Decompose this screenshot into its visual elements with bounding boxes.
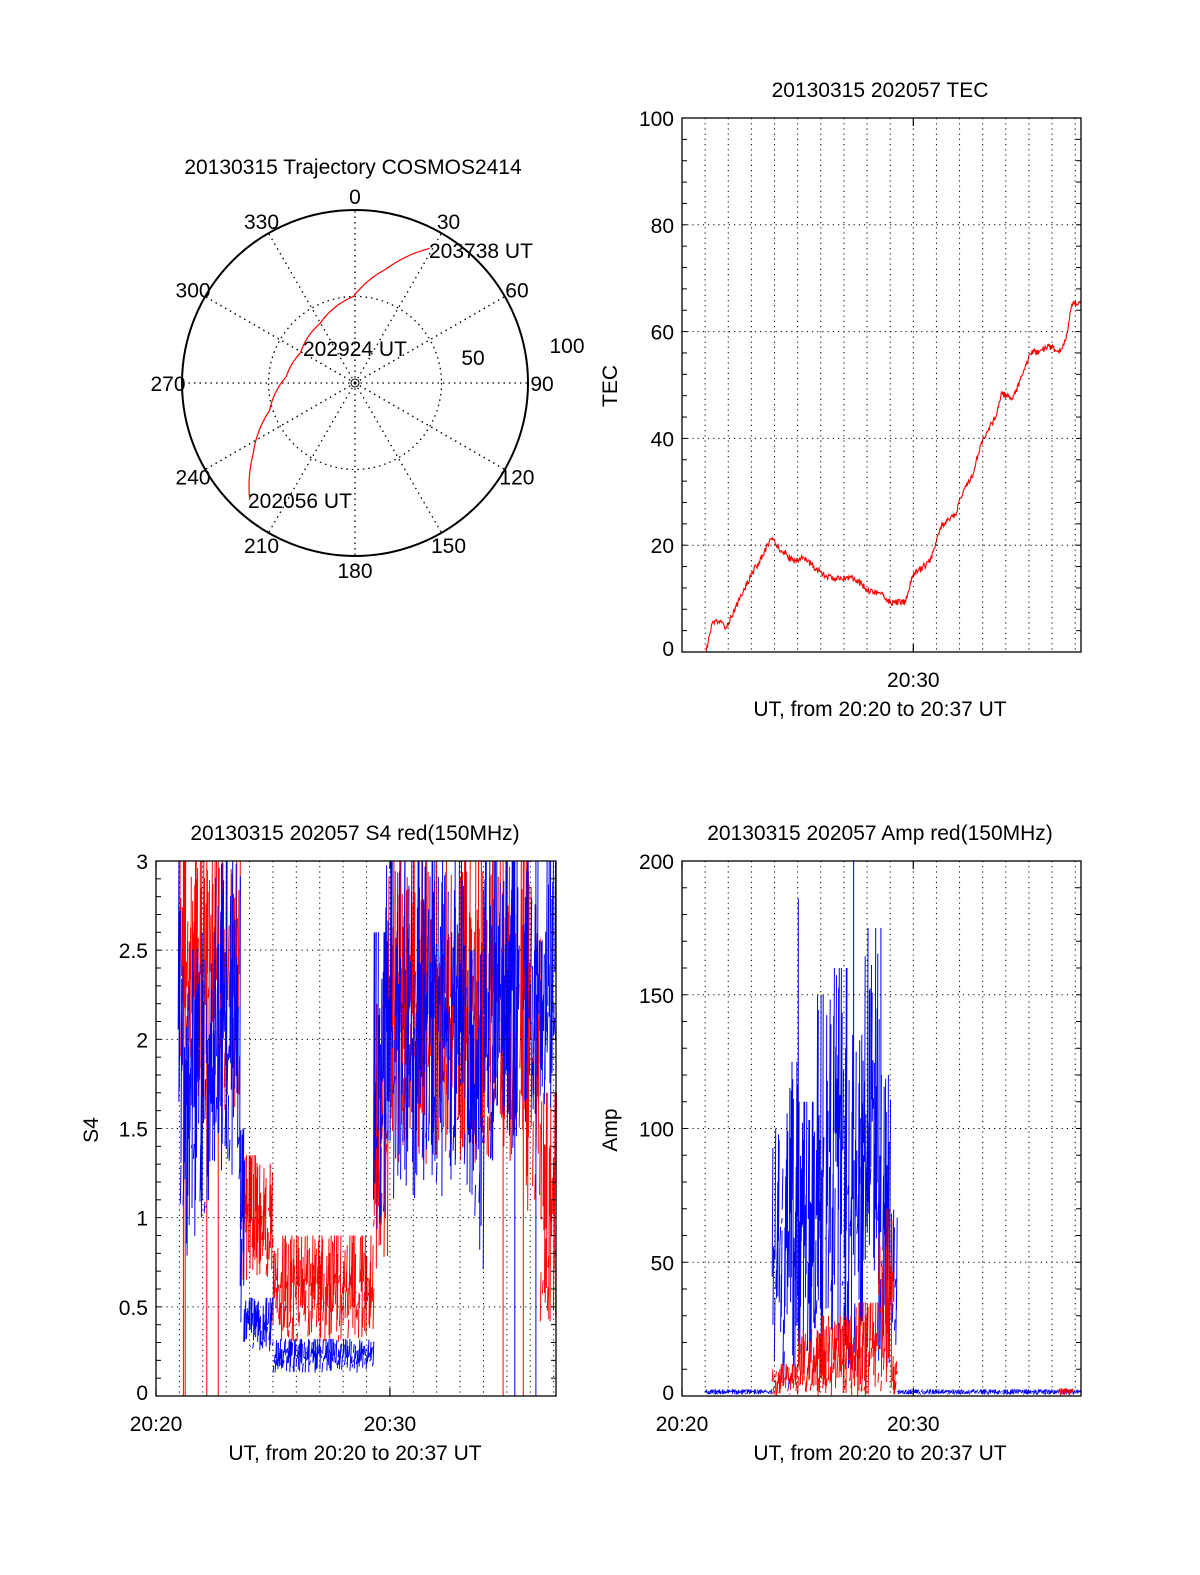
y-tick-label: 150 [639, 985, 674, 1008]
plot-area [704, 861, 1082, 1396]
x-tick-label: 20:20 [656, 1413, 709, 1436]
amp-xlabel: UT, from 20:20 to 20:37 UT [753, 1442, 1006, 1465]
amp-plot: 20130315 202057 Amp red(150MHz) UT, from… [599, 822, 1082, 1465]
angle-label: 180 [337, 560, 372, 583]
y-tick-label: 0 [136, 1382, 148, 1405]
y-tick-label: 1.5 [119, 1119, 148, 1142]
angle-label: 240 [176, 467, 211, 490]
angle-label: 210 [244, 535, 279, 558]
tec-title: 20130315 202057 TEC [772, 79, 989, 102]
plot-area [705, 300, 1082, 653]
angle-label: 90 [530, 373, 553, 396]
series-trace-amp-red [771, 1208, 1074, 1396]
polar-spoke [354, 295, 506, 384]
angle-label: 30 [437, 211, 460, 234]
amp-axes-frame [681, 860, 1082, 1397]
polar-spoke [267, 232, 356, 384]
angle-label: 60 [505, 280, 528, 303]
polar-outer-circle [181, 209, 529, 557]
radius-label: 100 [549, 335, 584, 358]
x-tick-label: 20:20 [130, 1413, 183, 1436]
polar-inner-circle [267, 295, 443, 471]
polar-trajectory-plot: 20130315 Trajectory COSMOS2414 202056 UT… [150, 156, 584, 583]
y-tick-label: 40 [651, 428, 674, 451]
x-tick-label: 20:30 [364, 1413, 417, 1436]
s4-ylabel: S4 [80, 1117, 103, 1143]
tec-plot: 20130315 202057 TEC UT, from 20:20 to 20… [599, 79, 1082, 721]
end-time-label: 203738 UT [429, 240, 533, 263]
y-tick-label: 20 [651, 535, 674, 558]
angle-label: 0 [349, 186, 361, 209]
polar-spoke [204, 382, 356, 471]
angle-label: 120 [499, 467, 534, 490]
s4-xlabel: UT, from 20:20 to 20:37 UT [228, 1442, 481, 1465]
y-tick-label: 60 [651, 322, 674, 345]
y-tick-label: 80 [651, 215, 674, 238]
y-tick-label: 50 [651, 1252, 674, 1275]
series-trace-amp-blue [704, 861, 1082, 1395]
y-tick-label: 100 [639, 108, 674, 131]
y-tick-label: 2 [136, 1029, 148, 1052]
start-time-label: 202056 UT [248, 490, 352, 513]
x-tick-label: 20:30 [887, 1413, 940, 1436]
angle-label: 300 [176, 280, 211, 303]
radius-label: 50 [461, 347, 484, 370]
s4-axes-frame [155, 860, 557, 1397]
trajectory-line [248, 247, 430, 501]
angle-label: 330 [244, 211, 279, 234]
angle-label: 270 [150, 373, 185, 396]
polar-spoke [204, 295, 356, 384]
y-tick-label: 1 [136, 1208, 148, 1231]
y-tick-label: 0 [662, 638, 674, 661]
y-tick-label: 0 [662, 1382, 674, 1405]
s4-title: 20130315 202057 S4 red(150MHz) [190, 822, 519, 845]
plot-area [177, 860, 557, 1396]
series-line-tec [705, 300, 1082, 653]
y-tick-label: 3 [136, 851, 148, 874]
amp-title: 20130315 202057 Amp red(150MHz) [707, 822, 1053, 845]
y-tick-label: 2.5 [119, 940, 148, 963]
polar-center-mark [350, 378, 360, 388]
y-tick-label: 100 [639, 1119, 674, 1142]
x-tick-label: 20:30 [887, 669, 940, 692]
y-tick-label: 0.5 [119, 1297, 148, 1320]
y-tick-label: 200 [639, 851, 674, 874]
polar-spoke [267, 382, 356, 534]
polar-spoke [354, 382, 506, 471]
tec-axes-frame [681, 117, 1082, 653]
polar-title: 20130315 Trajectory COSMOS2414 [184, 156, 522, 179]
polar-spoke [354, 382, 443, 534]
tec-ylabel: TEC [599, 365, 622, 407]
s4-plot: 20130315 202057 S4 red(150MHz) UT, from … [80, 822, 557, 1465]
angle-label: 150 [431, 535, 466, 558]
polar-spoke [354, 232, 443, 384]
amp-ylabel: Amp [599, 1108, 622, 1151]
series-trace-s4-blue [177, 860, 557, 1396]
tec-xlabel: UT, from 20:20 to 20:37 UT [753, 698, 1006, 721]
